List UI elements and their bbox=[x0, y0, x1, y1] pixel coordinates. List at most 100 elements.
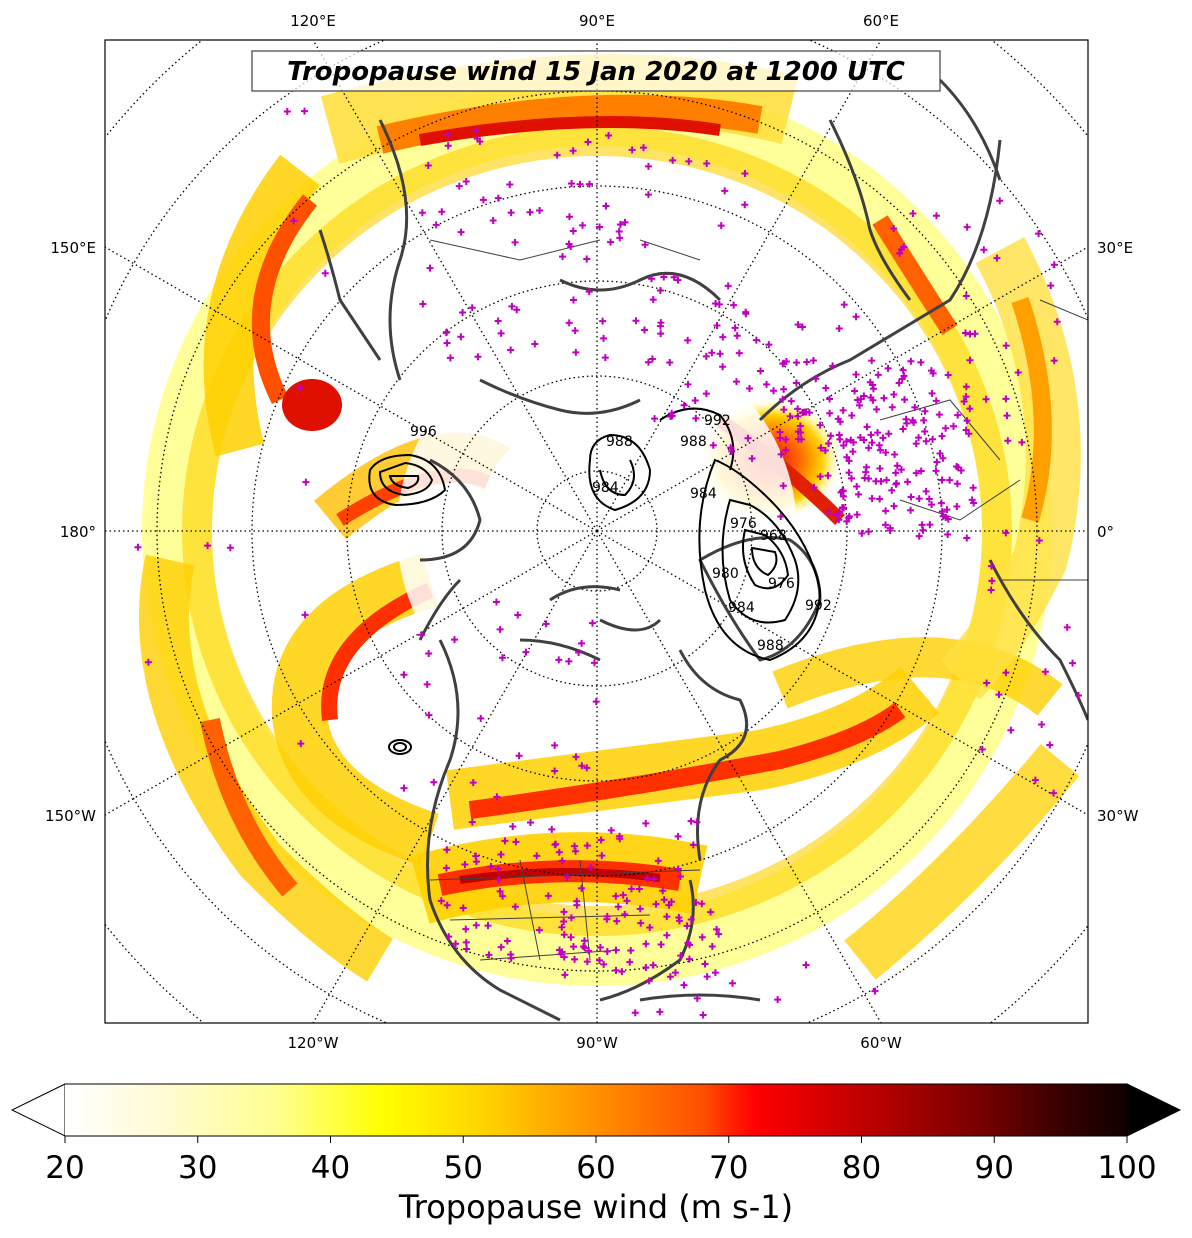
contour-label: 984 bbox=[592, 480, 619, 496]
station-marker bbox=[657, 319, 665, 327]
station-marker bbox=[711, 969, 719, 977]
station-marker bbox=[301, 611, 309, 619]
colorbar-max-extension bbox=[1126, 1083, 1182, 1137]
station-marker bbox=[489, 217, 497, 225]
colorbar-tick-label: 30 bbox=[178, 1150, 217, 1186]
station-marker bbox=[885, 430, 893, 438]
station-marker bbox=[204, 542, 212, 550]
station-marker bbox=[809, 356, 817, 364]
station-marker bbox=[1075, 691, 1083, 699]
borders bbox=[429, 239, 1088, 961]
map-title: Tropopause wind 15 Jan 2020 at 1200 UTC bbox=[287, 57, 905, 87]
station-marker bbox=[607, 238, 615, 246]
colorbar: 20 30 40 50 60 70 80 90 100 Tropopause wind (m s… bbox=[10, 1083, 1182, 1226]
station-marker bbox=[419, 300, 427, 308]
station-marker bbox=[867, 431, 875, 439]
station-marker bbox=[451, 636, 459, 644]
station-marker bbox=[892, 480, 900, 488]
station-marker bbox=[932, 467, 940, 475]
lon-label-left: 180° bbox=[60, 523, 96, 541]
station-marker bbox=[865, 444, 873, 452]
station-marker bbox=[612, 892, 620, 900]
station-marker bbox=[798, 323, 806, 331]
station-marker bbox=[544, 892, 552, 900]
contour-label: 992 bbox=[805, 598, 832, 614]
station-marker bbox=[1035, 230, 1043, 238]
station-marker bbox=[928, 501, 936, 509]
station-marker bbox=[962, 383, 970, 391]
station-marker bbox=[571, 842, 579, 850]
station-marker bbox=[699, 1011, 707, 1019]
station-marker bbox=[567, 933, 575, 941]
station-marker bbox=[929, 369, 937, 377]
station-marker bbox=[515, 752, 523, 760]
station-marker bbox=[631, 1009, 639, 1017]
station-marker bbox=[970, 499, 978, 507]
station-marker bbox=[983, 679, 991, 687]
station-marker bbox=[849, 438, 857, 446]
station-marker bbox=[937, 499, 945, 507]
station-marker bbox=[793, 359, 801, 367]
station-marker bbox=[686, 941, 694, 949]
station-marker bbox=[826, 409, 834, 417]
station-marker bbox=[836, 418, 844, 426]
station-marker bbox=[719, 363, 727, 371]
station-marker bbox=[962, 426, 970, 434]
station-marker bbox=[442, 864, 450, 872]
station-marker bbox=[656, 286, 664, 294]
station-marker bbox=[922, 437, 930, 445]
station-marker bbox=[585, 288, 593, 296]
colorbar-tick-label: 80 bbox=[842, 1150, 881, 1186]
station-marker bbox=[888, 403, 896, 411]
station-marker bbox=[926, 521, 934, 529]
station-marker bbox=[953, 480, 961, 488]
station-marker bbox=[636, 905, 644, 913]
station-marker bbox=[886, 526, 894, 534]
station-marker bbox=[648, 355, 656, 363]
station-marker bbox=[641, 241, 649, 249]
station-marker bbox=[668, 409, 676, 417]
station-marker bbox=[583, 842, 591, 850]
station-marker bbox=[616, 220, 624, 228]
station-marker bbox=[821, 446, 829, 454]
station-marker bbox=[742, 310, 750, 318]
station-marker bbox=[527, 819, 535, 827]
station-marker bbox=[660, 273, 668, 281]
station-marker bbox=[702, 390, 710, 398]
station-marker bbox=[824, 472, 832, 480]
station-marker bbox=[423, 680, 431, 688]
station-marker bbox=[966, 356, 974, 364]
station-marker bbox=[507, 954, 515, 962]
station-marker bbox=[587, 864, 595, 872]
station-marker bbox=[535, 926, 543, 934]
station-marker bbox=[561, 971, 569, 979]
station-marker bbox=[1002, 395, 1010, 403]
station-marker bbox=[680, 981, 688, 989]
station-marker bbox=[724, 282, 732, 290]
station-marker bbox=[871, 987, 879, 995]
station-marker bbox=[921, 407, 929, 415]
station-marker bbox=[666, 358, 674, 366]
station-marker bbox=[572, 348, 580, 356]
station-marker bbox=[657, 330, 665, 338]
station-marker bbox=[452, 940, 460, 948]
station-marker bbox=[903, 419, 911, 427]
station-marker bbox=[443, 339, 451, 347]
station-marker bbox=[1007, 726, 1015, 734]
station-marker bbox=[963, 534, 971, 542]
station-marker bbox=[600, 334, 608, 342]
station-marker bbox=[703, 973, 711, 981]
station-marker bbox=[572, 753, 580, 761]
station-marker bbox=[640, 144, 648, 152]
station-marker bbox=[708, 943, 716, 951]
station-marker bbox=[144, 658, 152, 666]
station-marker bbox=[812, 375, 820, 383]
lon-label-top: 90°E bbox=[579, 12, 615, 30]
station-marker bbox=[982, 395, 990, 403]
station-marker bbox=[1069, 659, 1077, 667]
station-marker bbox=[953, 503, 961, 511]
station-marker bbox=[702, 352, 710, 360]
station-marker bbox=[663, 931, 671, 939]
station-marker bbox=[763, 380, 771, 388]
